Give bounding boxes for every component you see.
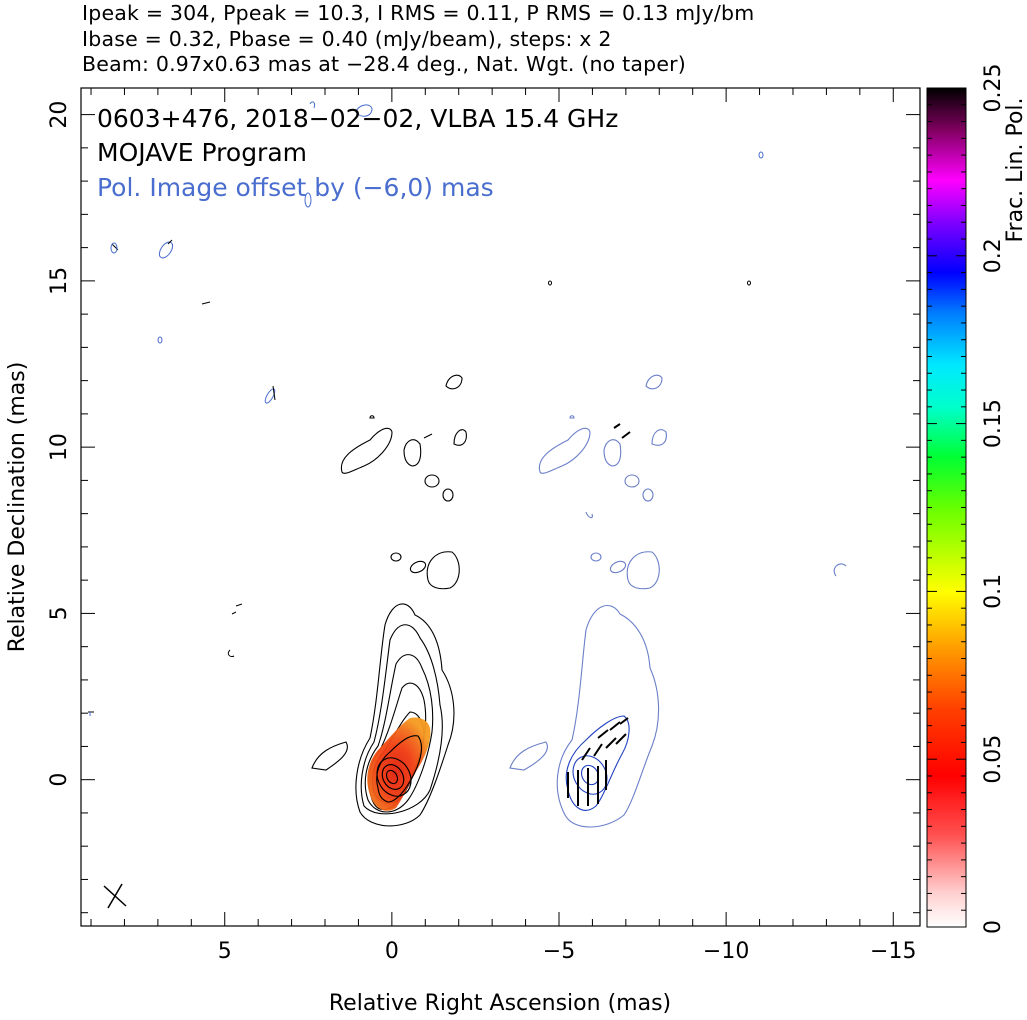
pol-vectors: [567, 423, 631, 806]
colorbar-tick-label: 0: [981, 920, 1006, 934]
x-tick-label: 5: [218, 939, 232, 964]
offset-pol-image-contours: [509, 374, 847, 828]
colorbar-tick-label: 0.25: [981, 64, 1006, 113]
colorbar-label: Frac. Lin. Pol.: [1003, 97, 1027, 242]
colorbar-tick-label: 0.1: [981, 574, 1006, 609]
x-tick-label: −15: [870, 939, 916, 964]
program-label: MOJAVE Program: [97, 138, 307, 167]
colorbar-tick-label: 0.15: [981, 399, 1006, 448]
colorbar-tick-label: 0.05: [981, 735, 1006, 784]
knot-6b: [409, 560, 427, 574]
jet-knot-contours: [311, 374, 467, 771]
knot-6a: [426, 551, 460, 590]
knot-8b: [442, 488, 454, 502]
y-axis-label: Relative Declination (mas): [5, 362, 30, 653]
header-stats-line: Ipeak = 304, Ppeak = 10.3, I RMS = 0.11,…: [82, 1, 755, 25]
x-tick-label: −5: [543, 939, 575, 964]
y-tick-label: 0: [47, 773, 72, 787]
x-axis-label: Relative Right Ascension (mas): [329, 991, 671, 1016]
core-contour-3: [364, 654, 434, 813]
knot-10a: [340, 427, 393, 474]
noise-blobs: [88, 101, 764, 716]
plot-frame: [80, 87, 921, 927]
source-label: 0603+476, 2018−02−02, VLBA 15.4 GHz: [97, 104, 618, 133]
offset-label: Pol. Image offset by (−6,0) mas: [97, 173, 494, 202]
dash-10: [423, 433, 433, 439]
core-inner-contours-over: [376, 735, 423, 803]
beam-marker: [103, 883, 127, 909]
knot-10b: [403, 439, 422, 467]
header-base-line: Ibase = 0.32, Pbase = 0.40 (mJy/beam), s…: [82, 27, 612, 51]
axis-ticks: 5 0 −5 −10 −15 0 5 10 15 20: [47, 88, 920, 964]
core-contour-outer: [355, 603, 455, 827]
colorbar-tick-label: 0.2: [981, 238, 1006, 273]
header-beam-line: Beam: 0.97x0.63 mas at −28.4 deg., Nat. …: [82, 52, 686, 76]
knot-10c: [453, 429, 467, 446]
west-knot: [311, 741, 348, 771]
x-tick-label: −10: [703, 939, 749, 964]
knot-8a: [424, 474, 440, 488]
frac-pol-core-fill: [367, 717, 431, 811]
colorbar-ticks: 0 0.05 0.1 0.15 0.2 0.25: [927, 64, 1006, 934]
contour-layer: [88, 101, 847, 909]
x-tick-label: 0: [385, 939, 399, 964]
y-tick-label: 10: [47, 433, 72, 461]
y-tick-label: 20: [47, 101, 72, 129]
knot-12: [445, 374, 463, 390]
knot-11small: [369, 415, 375, 419]
knot-6c: [390, 552, 402, 562]
core-contour-2: [360, 624, 443, 815]
colorbar-gradient: [927, 88, 966, 927]
y-tick-label: 5: [47, 606, 72, 620]
offset-envelope: [556, 604, 660, 828]
y-tick-label: 15: [47, 267, 72, 295]
